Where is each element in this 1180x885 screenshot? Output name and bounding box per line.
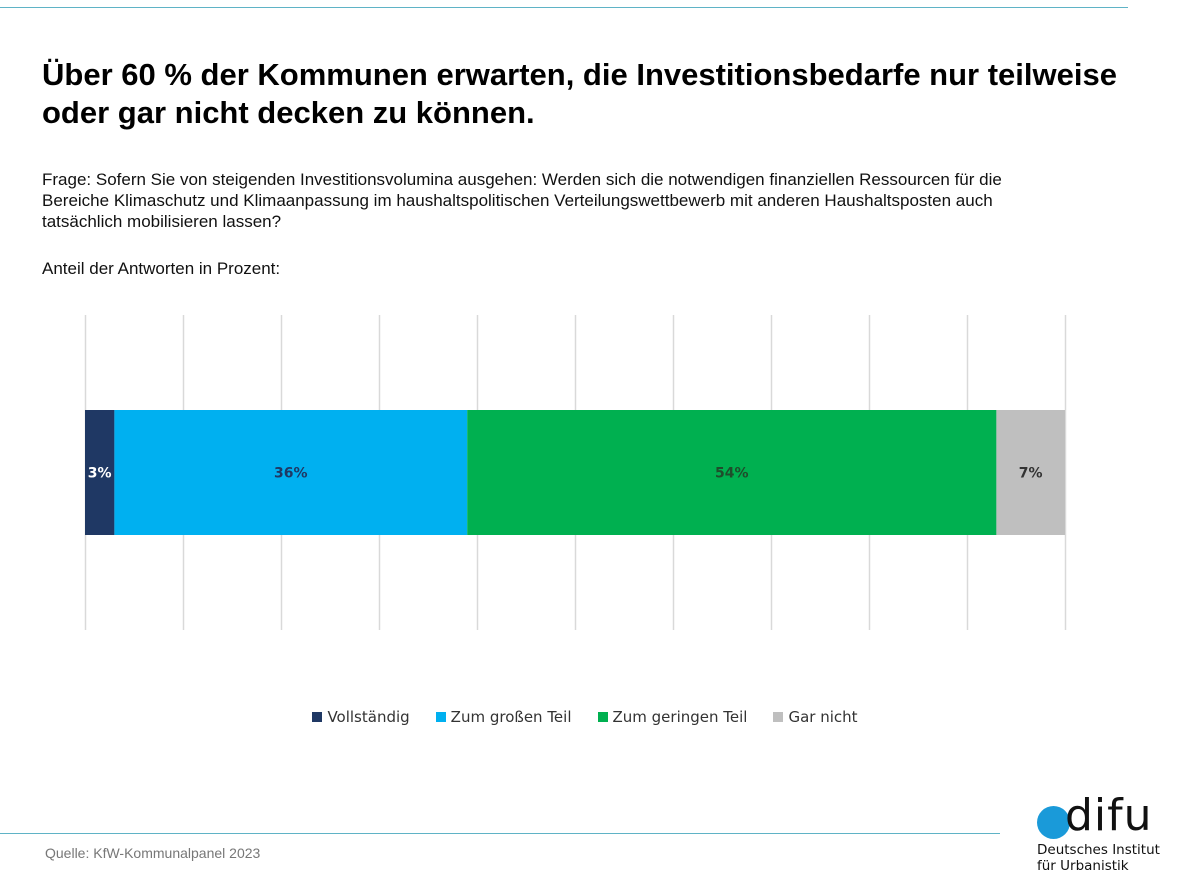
logo-wordmark: difu <box>1065 790 1153 841</box>
bar-segment-2 <box>114 410 468 535</box>
difu-logo: difu Deutsches Institut für Urbanistik <box>1035 790 1175 881</box>
data-label: 3% <box>88 466 112 482</box>
unit-note: Anteil der Antworten in Prozent: <box>42 259 281 278</box>
bar-segments <box>85 410 1065 535</box>
chart-legend: Vollständig Zum großen Teil Zum geringen T… <box>0 708 1180 726</box>
logo-institute-name: Deutsches Institut für Urbanistik <box>1037 842 1160 874</box>
bar-segment-3 <box>467 410 997 535</box>
bar-segment-1 <box>85 410 115 535</box>
legend-swatch <box>312 712 323 722</box>
bottom-divider <box>0 833 1000 834</box>
logo-name-line-2: für Urbanistik <box>1037 858 1129 874</box>
legend-item: Gar nicht <box>773 708 858 726</box>
data-label: 36% <box>274 466 308 482</box>
data-label: 7% <box>1019 466 1043 482</box>
data-label: 54% <box>715 466 749 482</box>
legend-item: Zum großen Teil <box>435 708 572 726</box>
logo-name-line-1: Deutsches Institut <box>1037 842 1160 858</box>
legend-swatch <box>597 712 608 722</box>
data-labels: 3% 36% 54% 7% <box>88 466 1043 482</box>
source-note: Quelle: KfW-Kommunalpanel 2023 <box>45 845 261 861</box>
logo-dot-icon <box>1037 806 1070 839</box>
bar-segment-4 <box>996 410 1065 535</box>
page-title: Über 60 % der Kommunen erwarten, die Inv… <box>42 57 1117 130</box>
stacked-bar-chart: 3% 36% 54% 7% <box>84 315 1067 630</box>
legend-label: Zum großen Teil <box>450 708 572 726</box>
legend-item: Zum geringen Teil <box>597 708 748 726</box>
survey-question: Frage: Sofern Sie von steigenden Investi… <box>42 170 1002 231</box>
legend-label: Gar nicht <box>788 708 858 726</box>
legend-label: Vollständig <box>327 708 410 726</box>
legend-swatch <box>773 712 784 722</box>
legend-label: Zum geringen Teil <box>612 708 748 726</box>
legend-item: Vollständig <box>312 708 410 726</box>
legend-swatch <box>435 712 446 722</box>
top-divider <box>0 7 1128 8</box>
